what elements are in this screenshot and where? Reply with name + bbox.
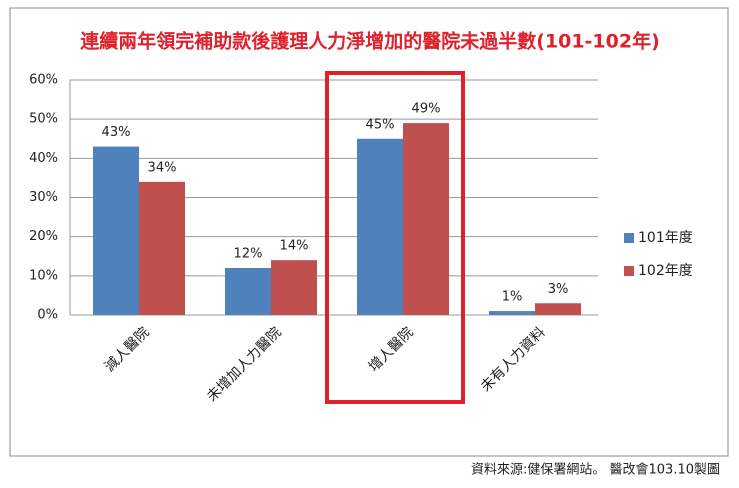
bar [139, 181, 185, 315]
y-tick-label: 0% [37, 308, 58, 323]
bar [271, 260, 317, 315]
chart-title: 連續兩年領完補助款後護理人力淨增加的醫院未過半數(101-102年) [80, 30, 660, 53]
value-label: 34% [148, 160, 177, 175]
legend-label: 102年度 [638, 263, 693, 279]
bar [93, 146, 139, 315]
bar [225, 268, 271, 315]
y-tick-label: 60% [29, 73, 58, 88]
y-tick-label: 20% [29, 229, 58, 244]
y-tick-label: 40% [29, 151, 58, 166]
source-note: 資料來源:健保署網站。 醫改會103.10製圖 [471, 463, 720, 478]
legend-swatch [624, 266, 634, 276]
value-label: 43% [102, 125, 131, 140]
y-tick-label: 30% [29, 190, 58, 205]
value-label: 49% [412, 102, 441, 117]
value-label: 1% [502, 290, 523, 305]
y-tick-label: 50% [29, 112, 58, 127]
value-label: 14% [280, 239, 309, 254]
legend-swatch [624, 233, 634, 243]
value-label: 12% [234, 247, 263, 262]
bar [535, 303, 581, 315]
y-tick-label: 10% [29, 268, 58, 283]
value-label: 3% [548, 282, 569, 297]
bar [403, 123, 449, 315]
value-label: 45% [366, 117, 395, 132]
highlight-box [325, 71, 465, 404]
legend-label: 101年度 [638, 230, 693, 246]
bar [357, 138, 403, 315]
bar [489, 311, 535, 315]
